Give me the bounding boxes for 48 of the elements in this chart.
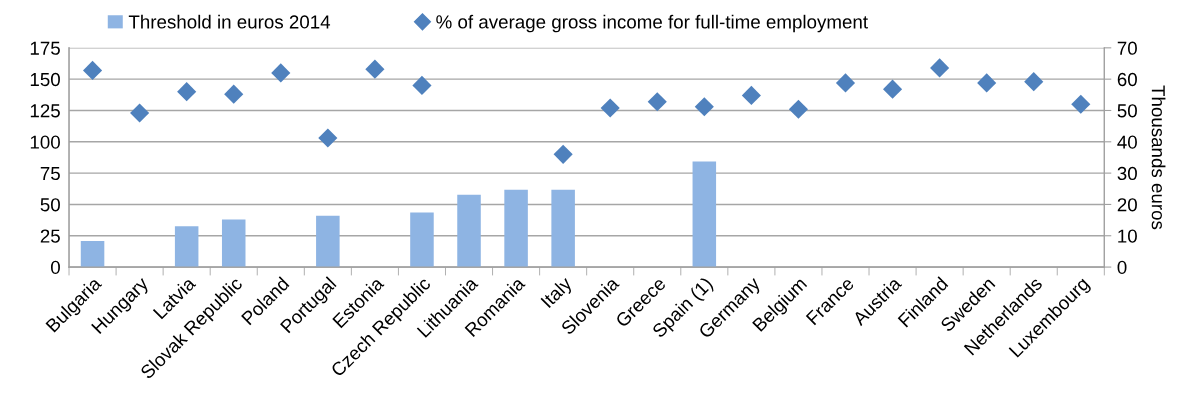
point [1071,94,1091,114]
bar [221,219,246,268]
point [177,82,197,102]
y-tick-label: 75 [40,167,60,181]
y-tick-label: 0 [50,260,60,275]
point [647,92,667,112]
y-tick-label: 25 [40,229,60,243]
bar [80,241,105,268]
legend-label: Threshold in euros 2014 [128,14,331,29]
y2-tick-label: 30 [1117,166,1137,181]
bar [174,226,199,268]
point [1024,72,1044,92]
bar [504,189,528,268]
point [882,79,903,99]
point [82,60,103,80]
y2-tick-label: 50 [1117,104,1137,118]
y2-tick-label: 0 [1117,260,1127,275]
bar [410,212,434,268]
y2-axis-title: Thousands euros [1151,85,1166,230]
y2-tick-label: 40 [1117,135,1137,149]
point [600,98,620,118]
point [694,97,714,117]
point [930,58,950,78]
point [224,84,244,104]
legend-label: % of average gross income for full-time employment [436,14,868,33]
bar [316,215,340,268]
point [553,144,573,164]
point [977,73,997,93]
y-tick-label: 175 [30,41,60,55]
point [412,75,432,95]
bar [692,161,717,268]
point [741,85,761,106]
y2-tick-label: 60 [1117,72,1137,87]
y-tick-label: 125 [30,104,60,118]
point [271,63,291,83]
point [788,99,809,119]
point [365,59,385,79]
y2-tick-label: 70 [1117,41,1137,55]
point [835,73,856,93]
point [318,128,338,148]
y2-tick-label: 10 [1118,229,1137,243]
y-tick-label: 50 [40,198,60,212]
bar [457,194,481,268]
point [130,103,150,123]
y-tick-label: 150 [30,72,60,87]
y2-tick-label: 20 [1117,198,1137,212]
y-tick-label: 100 [30,135,60,149]
bar [551,189,575,268]
